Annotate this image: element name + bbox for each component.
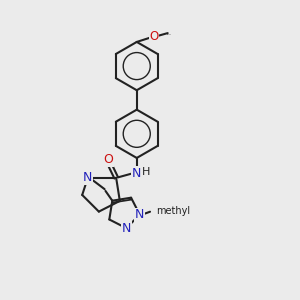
Text: N: N: [83, 171, 92, 184]
Text: N: N: [135, 208, 144, 221]
Text: N: N: [122, 222, 131, 235]
Text: methyl: methyl: [167, 34, 172, 35]
Text: N: N: [131, 167, 141, 180]
Text: O: O: [149, 30, 158, 43]
Text: methyl: methyl: [156, 206, 190, 216]
Text: H: H: [142, 167, 150, 177]
Text: O: O: [103, 153, 113, 166]
